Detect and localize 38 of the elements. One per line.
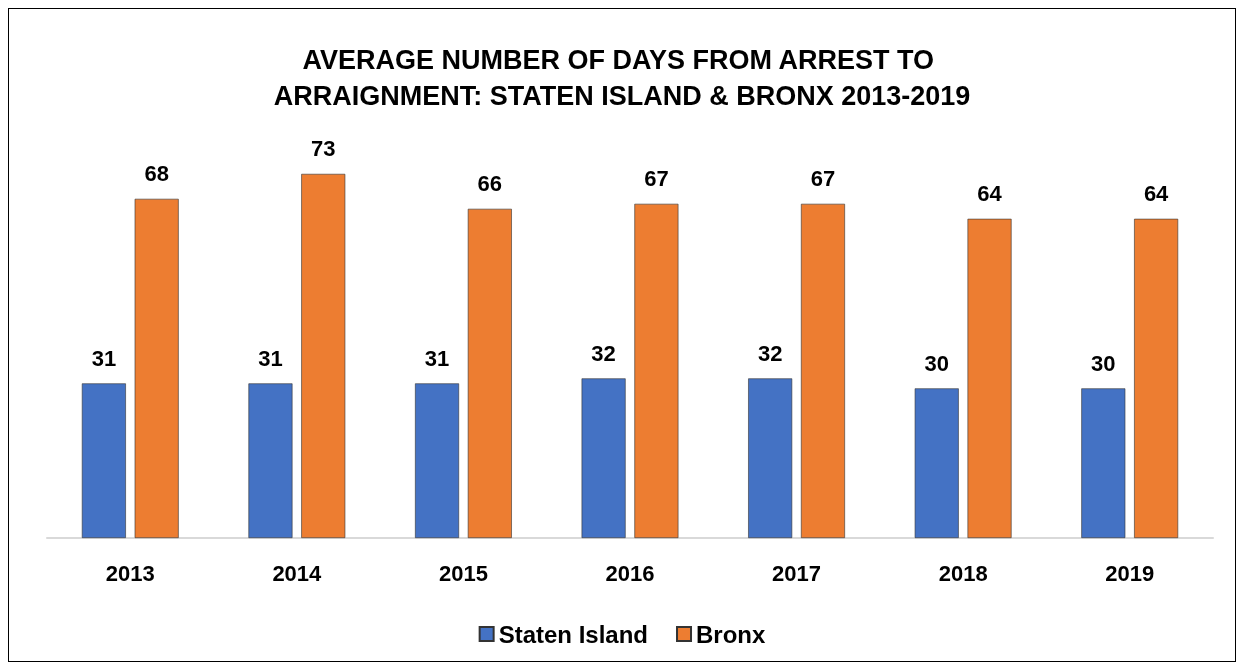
data-label: 67 <box>810 166 836 192</box>
bar <box>301 173 346 538</box>
bar <box>248 383 293 538</box>
bar <box>81 383 126 538</box>
bar <box>134 198 179 538</box>
bar <box>914 388 959 538</box>
bar <box>967 218 1012 538</box>
x-tick-label: 2019 <box>1105 560 1155 586</box>
data-label: 30 <box>924 350 949 376</box>
bar <box>1081 388 1126 538</box>
data-label: 64 <box>977 181 1003 207</box>
data-label: 73 <box>311 136 336 162</box>
data-label: 68 <box>144 161 169 187</box>
x-tick-label: 2016 <box>605 560 655 586</box>
legend-label: Staten Island <box>498 620 649 648</box>
data-label: 66 <box>477 171 503 197</box>
chart-title: AVERAGE NUMBER OF DAYS FROM ARREST TO ARRAIGNMENT: STATEN ISLAND & BRONX 2013-2019 <box>273 45 971 111</box>
bar <box>1134 218 1179 538</box>
x-tick-label: 2014 <box>272 560 323 586</box>
data-label: 32 <box>757 340 783 366</box>
bar <box>748 378 793 538</box>
data-label: 67 <box>644 166 669 192</box>
bar <box>581 378 626 538</box>
legend-label: Bronx <box>696 620 767 648</box>
bar <box>467 208 512 538</box>
data-label: 31 <box>424 345 450 371</box>
x-tick-label: 2017 <box>772 560 822 586</box>
bar <box>634 203 679 538</box>
data-label: 30 <box>1091 350 1116 376</box>
bar <box>800 203 845 538</box>
data-label: 31 <box>258 345 283 371</box>
bar <box>415 383 460 538</box>
x-tick-label: 2013 <box>105 560 155 586</box>
x-tick-label: 2015 <box>438 560 488 586</box>
data-label: 32 <box>591 340 616 366</box>
data-label: 31 <box>91 345 117 371</box>
x-tick-label: 2018 <box>938 560 988 586</box>
data-label: 64 <box>1143 181 1170 207</box>
